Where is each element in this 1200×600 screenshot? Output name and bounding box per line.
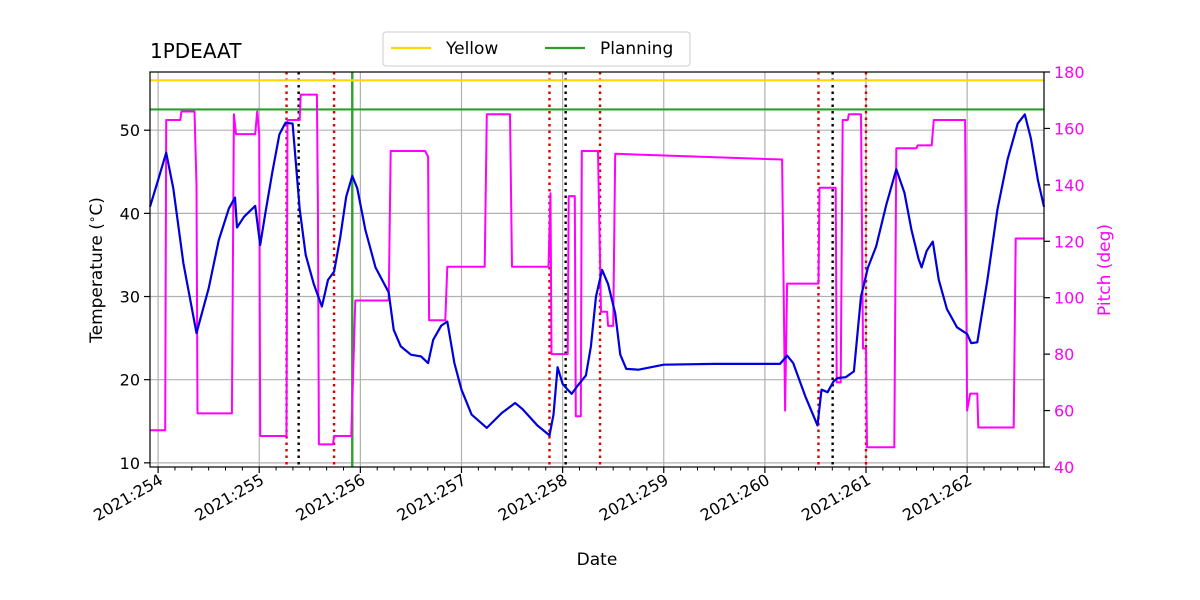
y-axis-title-degree: ∘ [85, 216, 99, 224]
y-axis-title-main: Temperature ( [87, 223, 107, 344]
y2-tick-label: 100 [1054, 289, 1085, 308]
legend: Yellow Planning [382, 31, 691, 67]
legend-label-yellow: Yellow [445, 39, 498, 59]
plot-area-frame [149, 71, 1045, 468]
y-axis-right: 40 60 80 100 120 140 160 180 [1044, 63, 1085, 477]
y-axis-title: Temperature (∘C) [85, 197, 107, 344]
limit-lines [150, 79, 1044, 111]
legend-label-planning: Planning [600, 39, 673, 59]
y-axis-left: 10 20 30 40 50 [120, 121, 150, 473]
chart-title: 1PDEAAT [150, 39, 242, 63]
y-tick-label: 40 [120, 204, 140, 223]
y-tick-label: 30 [120, 288, 140, 307]
y-tick-label: 20 [120, 371, 140, 390]
y2-tick-label: 180 [1054, 63, 1085, 82]
y2-tick-label: 120 [1054, 232, 1085, 251]
y-axis-title-unit: C) [87, 197, 107, 216]
x-axis-title: Date [577, 550, 618, 570]
y-tick-label: 50 [120, 121, 140, 140]
y2-tick-label: 60 [1054, 402, 1074, 421]
series [148, 93, 1046, 449]
y2-tick-label: 80 [1054, 345, 1074, 364]
y2-tick-label: 160 [1054, 119, 1085, 138]
temperature-line [148, 113, 1046, 437]
pitch-line [150, 93, 1044, 449]
legend-box [382, 31, 691, 67]
y2-axis-title: Pitch (deg) [1095, 224, 1115, 316]
y2-tick-label: 40 [1054, 458, 1074, 477]
y2-tick-label: 140 [1054, 176, 1085, 195]
y-tick-label: 10 [120, 454, 140, 473]
